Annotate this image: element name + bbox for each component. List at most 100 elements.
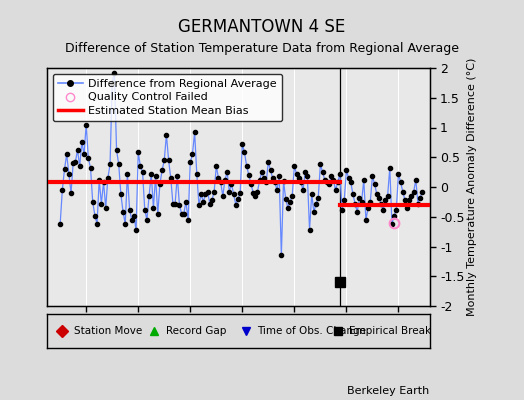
- Point: [386, 165, 394, 171]
- Point: [273, 187, 281, 193]
- Point: [268, 175, 277, 181]
- Point: [275, 173, 283, 180]
- Point: [110, 70, 118, 76]
- Point: [238, 141, 246, 147]
- Point: [241, 149, 249, 156]
- Point: [134, 149, 143, 156]
- Point: [130, 212, 138, 219]
- Point: [84, 155, 93, 162]
- Point: [305, 227, 314, 233]
- Point: [121, 221, 129, 227]
- Point: [364, 205, 372, 211]
- Point: [151, 173, 160, 180]
- Point: [143, 216, 151, 223]
- Point: [323, 179, 331, 186]
- Point: [147, 171, 156, 177]
- Point: [319, 169, 327, 175]
- Point: [362, 216, 370, 223]
- Point: [117, 191, 125, 197]
- Point: [178, 210, 186, 217]
- Point: [243, 163, 251, 169]
- Text: Record Gap: Record Gap: [166, 326, 226, 336]
- Point: [321, 177, 329, 183]
- Point: [286, 199, 294, 205]
- Point: [262, 179, 270, 186]
- Point: [102, 205, 110, 211]
- Point: [180, 210, 188, 217]
- Point: [336, 171, 344, 177]
- Point: [409, 188, 418, 195]
- Point: [158, 167, 166, 174]
- Point: [334, 179, 342, 186]
- Point: [379, 206, 387, 213]
- Point: [82, 121, 90, 128]
- Point: [312, 200, 320, 207]
- Point: [91, 212, 99, 219]
- Point: [227, 181, 236, 187]
- Point: [208, 197, 216, 203]
- Point: [145, 193, 154, 199]
- Point: [316, 161, 324, 168]
- Point: [86, 165, 95, 171]
- Point: [299, 187, 307, 193]
- Point: [201, 191, 210, 197]
- Point: [195, 202, 203, 208]
- Point: [331, 187, 340, 193]
- Point: [123, 171, 132, 177]
- Point: [119, 209, 127, 215]
- Point: [67, 190, 75, 196]
- Point: [108, 80, 116, 86]
- Point: [104, 175, 112, 181]
- Point: [277, 252, 286, 259]
- Point: [197, 191, 205, 197]
- Point: [390, 212, 398, 219]
- Point: [138, 169, 147, 175]
- Point: [234, 196, 242, 202]
- Point: [281, 196, 290, 202]
- Point: [171, 200, 179, 207]
- Point: [388, 221, 396, 227]
- Point: [112, 147, 121, 153]
- Point: [297, 179, 305, 186]
- Point: [279, 178, 288, 184]
- Point: [100, 179, 108, 186]
- Point: [370, 181, 379, 187]
- Text: Empirical Break: Empirical Break: [350, 326, 431, 336]
- Point: [403, 205, 411, 211]
- Point: [160, 157, 168, 164]
- Point: [377, 200, 385, 207]
- Text: Berkeley Earth: Berkeley Earth: [347, 386, 430, 396]
- Point: [353, 209, 362, 215]
- Point: [60, 166, 69, 172]
- Point: [216, 179, 225, 186]
- Point: [258, 169, 266, 175]
- Point: [401, 197, 409, 203]
- Point: [373, 191, 381, 197]
- Point: [62, 151, 71, 158]
- Point: [106, 161, 114, 168]
- Point: [344, 175, 353, 181]
- Point: [223, 169, 231, 175]
- Point: [93, 221, 101, 227]
- Point: [249, 190, 257, 196]
- Point: [384, 193, 392, 199]
- Point: [394, 171, 402, 177]
- Point: [186, 159, 194, 165]
- Point: [368, 173, 377, 180]
- Legend: Difference from Regional Average, Quality Control Failed, Estimated Station Mean: Difference from Regional Average, Qualit…: [53, 74, 282, 121]
- Point: [210, 188, 219, 195]
- Point: [136, 163, 145, 169]
- Point: [251, 193, 259, 199]
- Point: [232, 202, 240, 208]
- Point: [349, 191, 357, 197]
- Point: [205, 200, 214, 207]
- Point: [314, 194, 322, 201]
- Point: [357, 199, 366, 205]
- Point: [338, 206, 346, 213]
- Text: Difference of Station Temperature Data from Regional Average: Difference of Station Temperature Data f…: [65, 42, 459, 55]
- Point: [405, 197, 413, 203]
- Point: [64, 171, 73, 177]
- Point: [190, 129, 199, 136]
- Point: [80, 151, 88, 158]
- Point: [182, 199, 190, 205]
